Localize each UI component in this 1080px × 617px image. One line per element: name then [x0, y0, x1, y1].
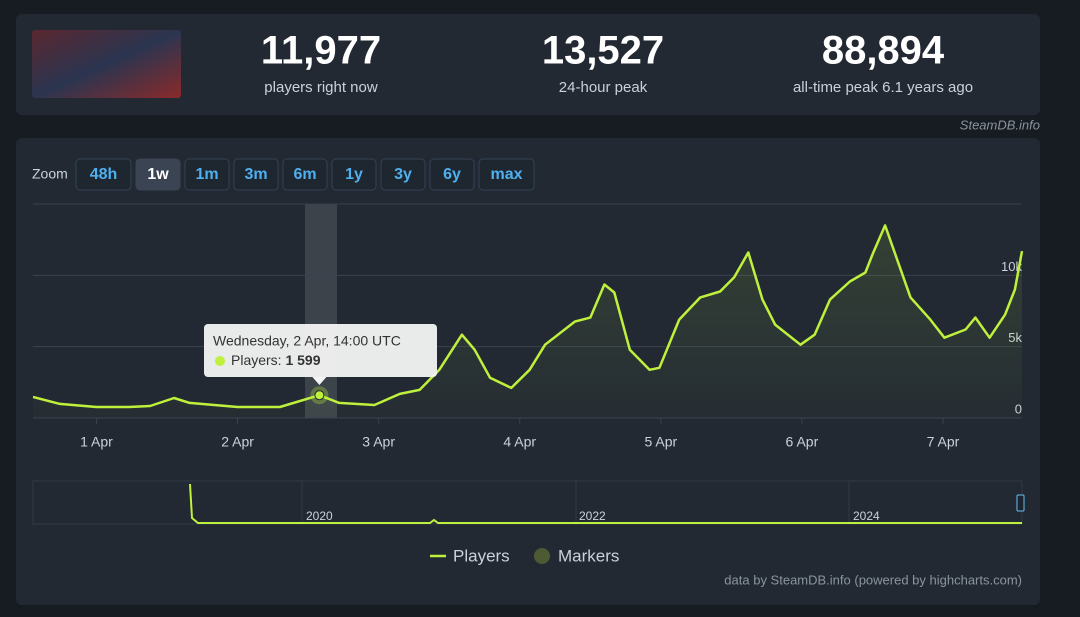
zoom-button-label[interactable]: 1w — [147, 166, 169, 183]
navigator-label: 2022 — [579, 509, 606, 523]
zoom-button[interactable] — [135, 158, 181, 191]
tooltip-dot — [215, 356, 225, 366]
y-tick-label: 10k — [1001, 259, 1022, 274]
legend-label[interactable]: Markers — [558, 546, 619, 565]
line — [32, 224, 1024, 409]
zoom-button-label[interactable]: 6y — [443, 166, 461, 183]
area — [33, 225, 1022, 418]
zoom-button[interactable] — [380, 158, 426, 191]
x-tick-label: 1 Apr — [80, 434, 113, 450]
stat-value: 13,527 — [542, 29, 664, 73]
tooltip-box — [204, 324, 437, 377]
zoom-button-label[interactable]: 1m — [195, 166, 218, 183]
zoom-button[interactable] — [331, 158, 377, 191]
zoom-button-label[interactable]: max — [490, 166, 522, 183]
navigator-label: 2024 — [853, 509, 880, 523]
zoom-button[interactable] — [478, 158, 535, 191]
x-tick-label: 3 Apr — [362, 434, 395, 450]
zoom-button-label[interactable]: 1y — [345, 166, 363, 183]
zoom-button-label[interactable]: 3m — [244, 166, 267, 183]
tooltip-label: Players: 1 599 — [231, 352, 321, 368]
zoom-button[interactable] — [75, 158, 132, 191]
stat-label: all-time peak 6.1 years ago — [793, 79, 973, 96]
legend-label[interactable]: Players — [453, 546, 510, 565]
navigator-handle[interactable] — [1016, 494, 1025, 512]
credits: data by SteamDB.info (powered by highcha… — [724, 572, 1022, 587]
zoom-button[interactable] — [233, 158, 279, 191]
tooltip-label-text: Players: — [231, 352, 282, 368]
tooltip-value: 1 599 — [285, 352, 320, 368]
navigator-label: 2020 — [306, 509, 333, 523]
stat-label: 24-hour peak — [559, 79, 648, 96]
hover-point — [314, 390, 325, 401]
zoom-button-label[interactable]: 48h — [90, 166, 118, 183]
stat-label: players right now — [264, 79, 378, 96]
stat-value: 88,894 — [822, 29, 945, 73]
stats-panel — [16, 14, 1040, 115]
hover-band — [305, 204, 337, 418]
zoom-label: Zoom — [32, 166, 68, 182]
tooltip-pointer — [312, 377, 327, 385]
x-tick-label: 2 Apr — [221, 434, 254, 450]
tooltip-title: Wednesday, 2 Apr, 14:00 UTC — [213, 333, 401, 349]
tooltip: Wednesday, 2 Apr, 14:00 UTC Players: 1 59… — [204, 324, 437, 385]
x-tick-label: 7 Apr — [927, 434, 960, 450]
game-thumbnail — [32, 30, 181, 98]
legend-marker[interactable] — [534, 548, 550, 564]
x-tick-label: 5 Apr — [644, 434, 677, 450]
stat-value: 11,977 — [261, 29, 381, 73]
zoom-button[interactable] — [282, 158, 328, 191]
navigator-line — [189, 483, 1022, 524]
zoom-button-label[interactable]: 3y — [394, 166, 412, 183]
zoom-button[interactable] — [429, 158, 475, 191]
watermark: SteamDB.info — [960, 117, 1040, 132]
x-tick-label: 6 Apr — [786, 434, 819, 450]
zoom-button[interactable] — [184, 158, 230, 191]
x-tick-label: 4 Apr — [503, 434, 536, 450]
zoom-button-label[interactable]: 6m — [293, 166, 316, 183]
